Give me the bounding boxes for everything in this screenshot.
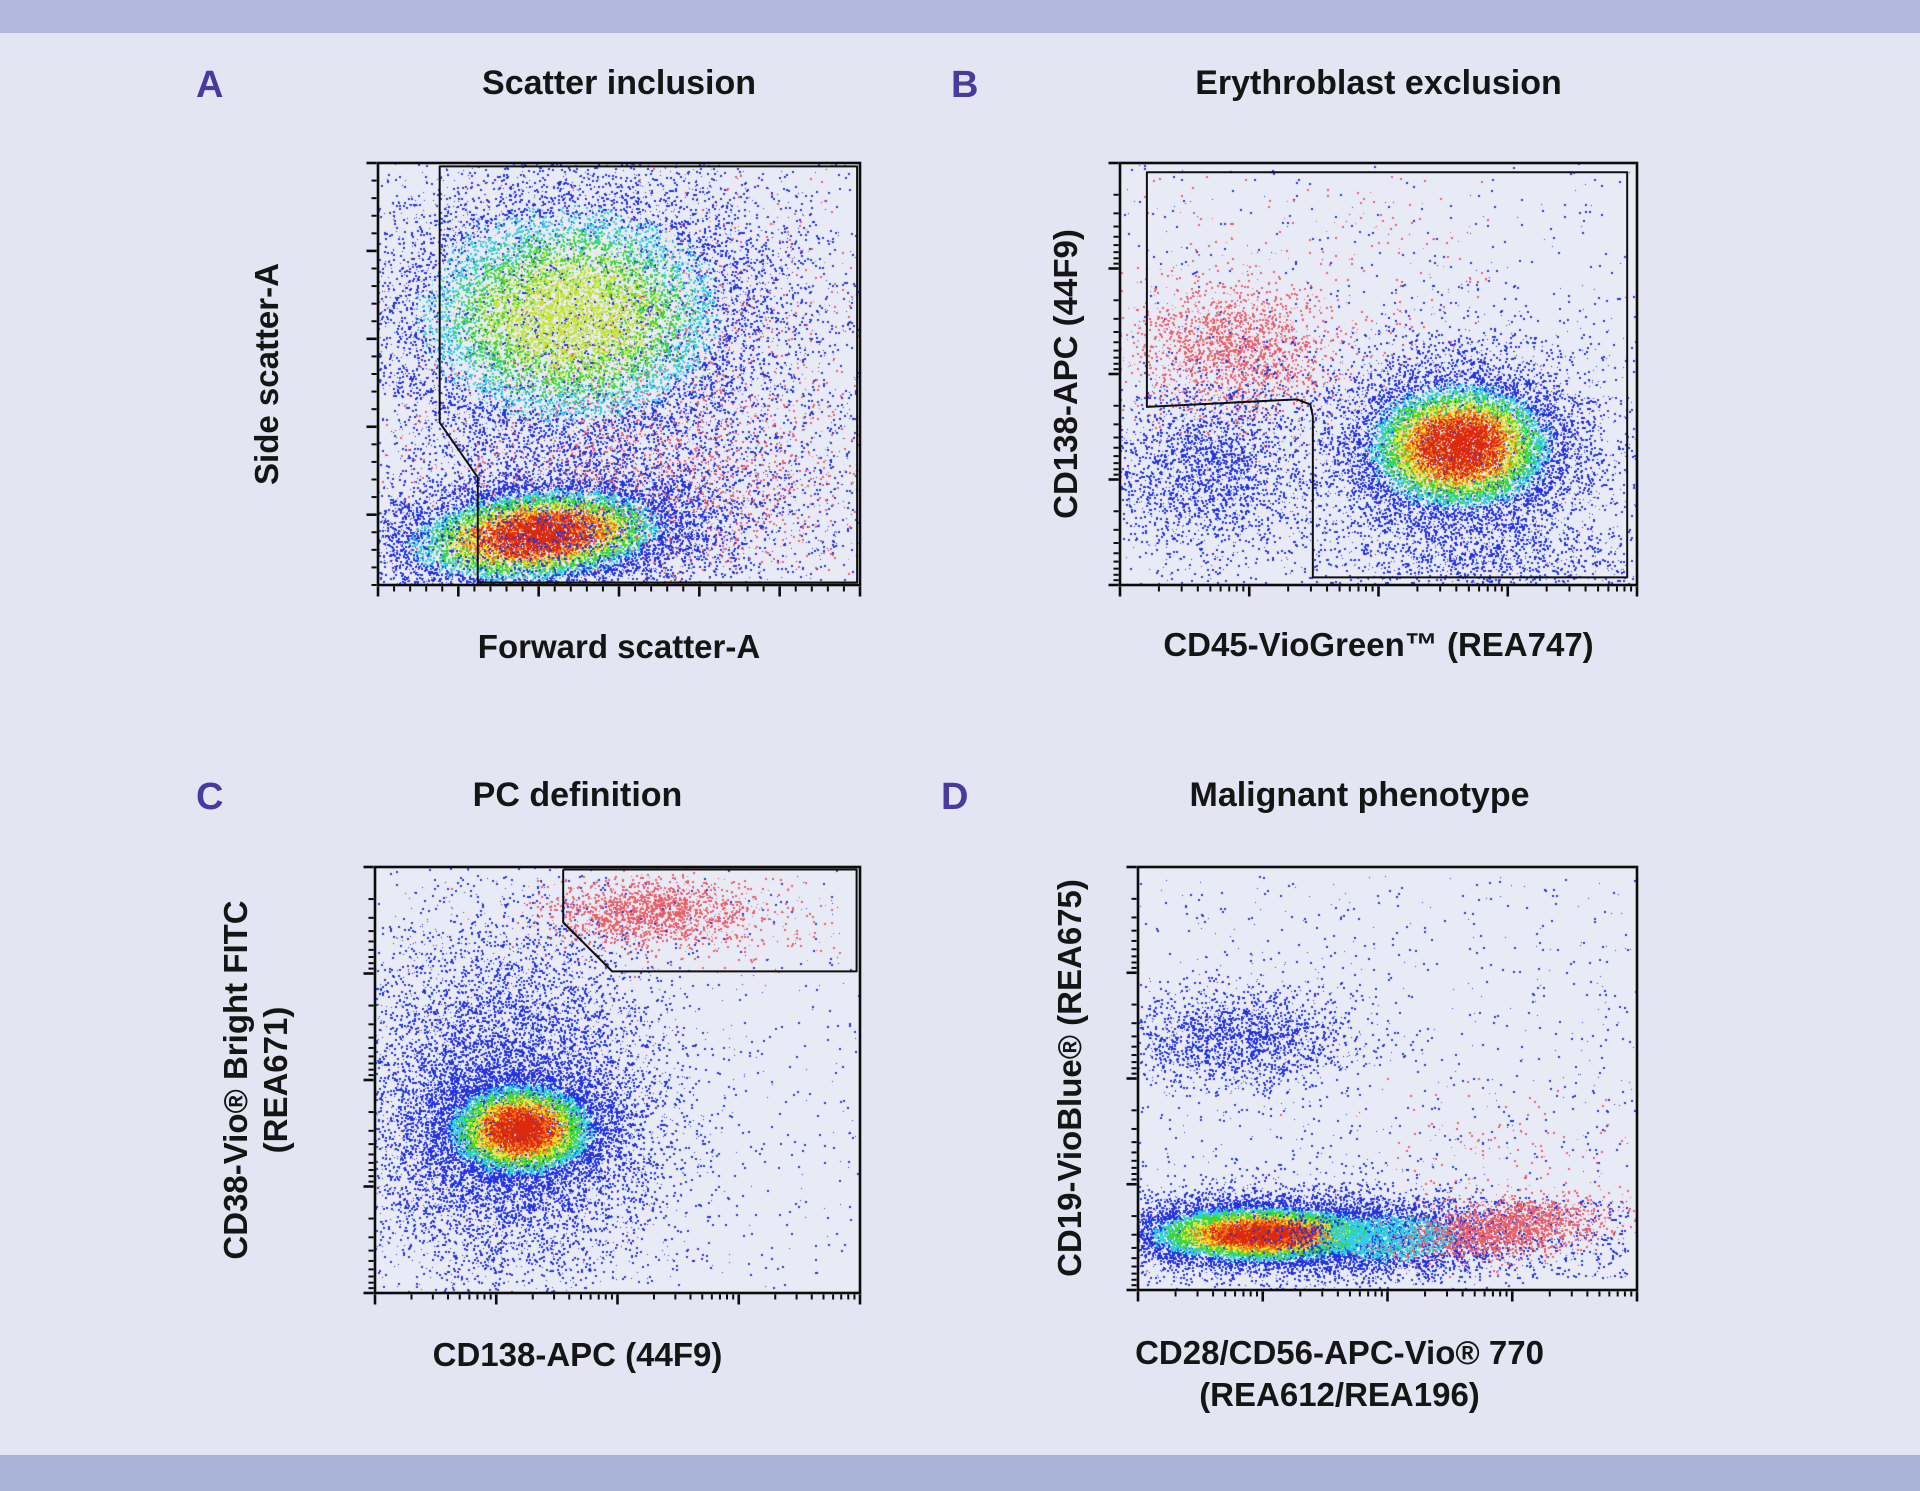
panel-a-gate: [438, 165, 859, 584]
panel-a-y-axis-label: Side scatter-A: [248, 263, 285, 485]
panel-a-axes: [366, 161, 862, 597]
panel-b-y-axis-label: CD138-APC (44F9): [1047, 229, 1084, 519]
panel-b-x-axis-label: CD45-VioGreen™ (REA747): [1163, 626, 1594, 663]
panel-a-title: Scatter inclusion: [482, 64, 756, 102]
panel-b-gate: [1145, 171, 1629, 579]
top-decorative-band: [0, 0, 1920, 33]
plot-frame: [1118, 161, 1639, 587]
panel-b-scatter-plot: [1108, 161, 1639, 597]
panel-b-title: Erythroblast exclusion: [1195, 64, 1562, 102]
panel-d-axes: [1126, 865, 1639, 1302]
panel-c-scatter-plot: [363, 865, 862, 1305]
panel-c-gate: [562, 868, 858, 973]
plot-frame: [373, 865, 862, 1295]
panel-b-density-dots: [1120, 163, 1637, 585]
panel-a-x-axis-label: Forward scatter-A: [477, 628, 761, 665]
plot-frame: [376, 161, 862, 587]
panel-d-scatter-plot: [1126, 865, 1639, 1302]
panel-c-x-axis-label: CD138-APC (44F9): [432, 1336, 723, 1373]
panel-d-letter: D: [941, 776, 969, 818]
plot-frame: [1136, 865, 1639, 1292]
panel-a-letter: A: [196, 64, 224, 106]
panel-c-title: PC definition: [472, 776, 683, 814]
bottom-decorative-band: [0, 1455, 1920, 1491]
panel-a-scatter-plot: [366, 161, 862, 597]
panel-d-density-dots: [1138, 867, 1637, 1290]
panel-c-axes: [363, 865, 862, 1305]
panel-d-x-axis-label: CD28/CD56-APC-Vio® 770 (REA612/REA196): [1135, 1334, 1544, 1413]
panel-c-y-axis-label: CD38-Vio® Bright FITC (REA671): [217, 900, 294, 1260]
panel-c-density-dots: [375, 867, 860, 1293]
panel-b-letter: B: [951, 64, 979, 106]
panel-c-letter: C: [196, 776, 224, 818]
panel-d-y-axis-label: CD19-VioBlue® (REA675): [1051, 879, 1088, 1277]
panel-d-title: Malignant phenotype: [1189, 776, 1530, 814]
panel-a-density-dots: [378, 163, 860, 585]
panel-b-axes: [1108, 161, 1639, 597]
